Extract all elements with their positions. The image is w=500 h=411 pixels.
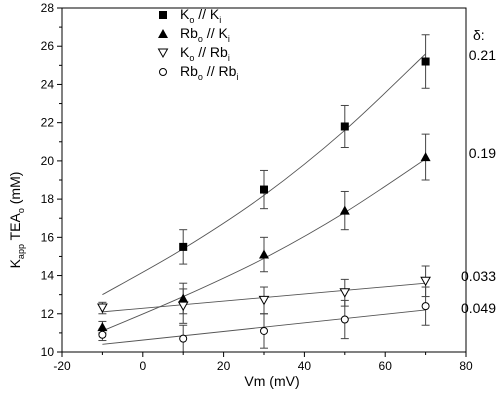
legend-entry-b: K xyxy=(210,6,220,22)
data-point xyxy=(179,334,188,343)
data-point xyxy=(339,205,350,215)
data-point xyxy=(421,57,430,66)
y-tick-label: 24 xyxy=(41,77,55,91)
legend-entry-mid: // xyxy=(194,44,210,60)
axes: -20 0 20 40 60 80 10 12 14 16 18 20 22 24 26 28 xyxy=(41,1,473,373)
y-axis-title-main-sub: o xyxy=(16,208,26,213)
data-point xyxy=(177,301,189,312)
y-tick-label: 26 xyxy=(41,39,55,53)
y-tick-label: 14 xyxy=(41,269,55,283)
legend-entry-a-sub: o xyxy=(189,53,194,63)
data-markers xyxy=(97,57,431,343)
x-tick-label: 80 xyxy=(459,359,473,373)
legend-entry-a: K xyxy=(180,6,190,22)
y-axis-title-k: K xyxy=(7,258,23,268)
legend-entry-b: Rb xyxy=(210,44,228,60)
x-tick-label: 40 xyxy=(298,359,312,373)
data-point xyxy=(340,315,349,324)
legend-entry-a-sub: o xyxy=(189,15,194,25)
data-point xyxy=(260,185,268,194)
legend-entry-mid: // xyxy=(203,25,219,41)
y-tick-label: 28 xyxy=(41,1,55,15)
legend-entry: Rbo // Rbi xyxy=(180,63,238,82)
legend-entry-b-sub: i xyxy=(236,72,238,82)
legend-entry-b-sub: i xyxy=(219,15,221,25)
data-point xyxy=(97,303,108,314)
x-tick-label: 0 xyxy=(139,359,146,373)
data-point xyxy=(421,302,430,311)
legend-entry-b: Rb xyxy=(218,63,236,79)
delta-value: 0.049 xyxy=(461,300,496,316)
data-point xyxy=(98,330,107,339)
data-point xyxy=(339,288,351,298)
data-point xyxy=(179,242,188,251)
x-tick-label: -20 xyxy=(53,359,71,373)
legend-entry-b: K xyxy=(218,25,228,41)
delta-values: 0.21 0.19 0.033 0.049 xyxy=(461,47,496,316)
data-point xyxy=(97,322,108,332)
data-point xyxy=(420,152,431,162)
legend-marker xyxy=(158,29,168,38)
legend-entry: Ko // Rbi xyxy=(180,44,230,63)
y-tick-label: 16 xyxy=(41,230,55,244)
legend-marker xyxy=(159,11,167,19)
delta-value: 0.19 xyxy=(469,145,496,161)
y-axis-title-main: TEA xyxy=(7,213,23,245)
y-tick-label: 20 xyxy=(41,154,55,168)
delta-value: 0.21 xyxy=(469,47,496,63)
delta-value: 0.033 xyxy=(461,268,496,284)
legend-entry-b-sub: i xyxy=(228,53,230,63)
legend-entry-mid: // xyxy=(194,6,210,22)
data-point xyxy=(259,249,269,259)
x-tick-label: 60 xyxy=(379,359,393,373)
y-axis-title-k-sub: app xyxy=(16,244,26,259)
legend-entry-a: Rb xyxy=(180,63,198,79)
legend-entry: Ko // Ki xyxy=(180,6,221,25)
data-point xyxy=(260,326,268,335)
x-axis-title: Vm (mV) xyxy=(244,373,299,389)
legend-entry: Rbo // Ki xyxy=(180,25,230,44)
legend-entry-a-sub: o xyxy=(198,34,203,44)
delta-header: δ: xyxy=(473,27,485,43)
legend-entry-b-sub: i xyxy=(228,34,230,44)
legend-marker xyxy=(157,48,169,59)
svg-text:Kapp TEAo (mM): Kapp TEAo (mM) xyxy=(7,172,26,269)
legend-marker xyxy=(159,68,167,76)
legend-entry-a: Rb xyxy=(180,25,198,41)
legend-entry-a: K xyxy=(180,44,190,60)
y-axis-title-unit: (mM) xyxy=(7,172,23,209)
y-tick-label: 10 xyxy=(41,345,55,359)
data-point xyxy=(178,293,189,303)
y-axis-title: Kapp TEAo (mM) xyxy=(7,172,26,269)
x-tick-label: 20 xyxy=(217,359,231,373)
legend-entry-mid: // xyxy=(203,63,219,79)
y-tick-label: 22 xyxy=(41,116,55,130)
data-point xyxy=(258,295,270,306)
y-tick-label: 18 xyxy=(41,192,55,206)
legend-entry-a-sub: o xyxy=(198,72,203,82)
y-tick-label: 12 xyxy=(41,307,55,321)
data-point xyxy=(340,122,349,131)
data-point xyxy=(420,276,431,287)
